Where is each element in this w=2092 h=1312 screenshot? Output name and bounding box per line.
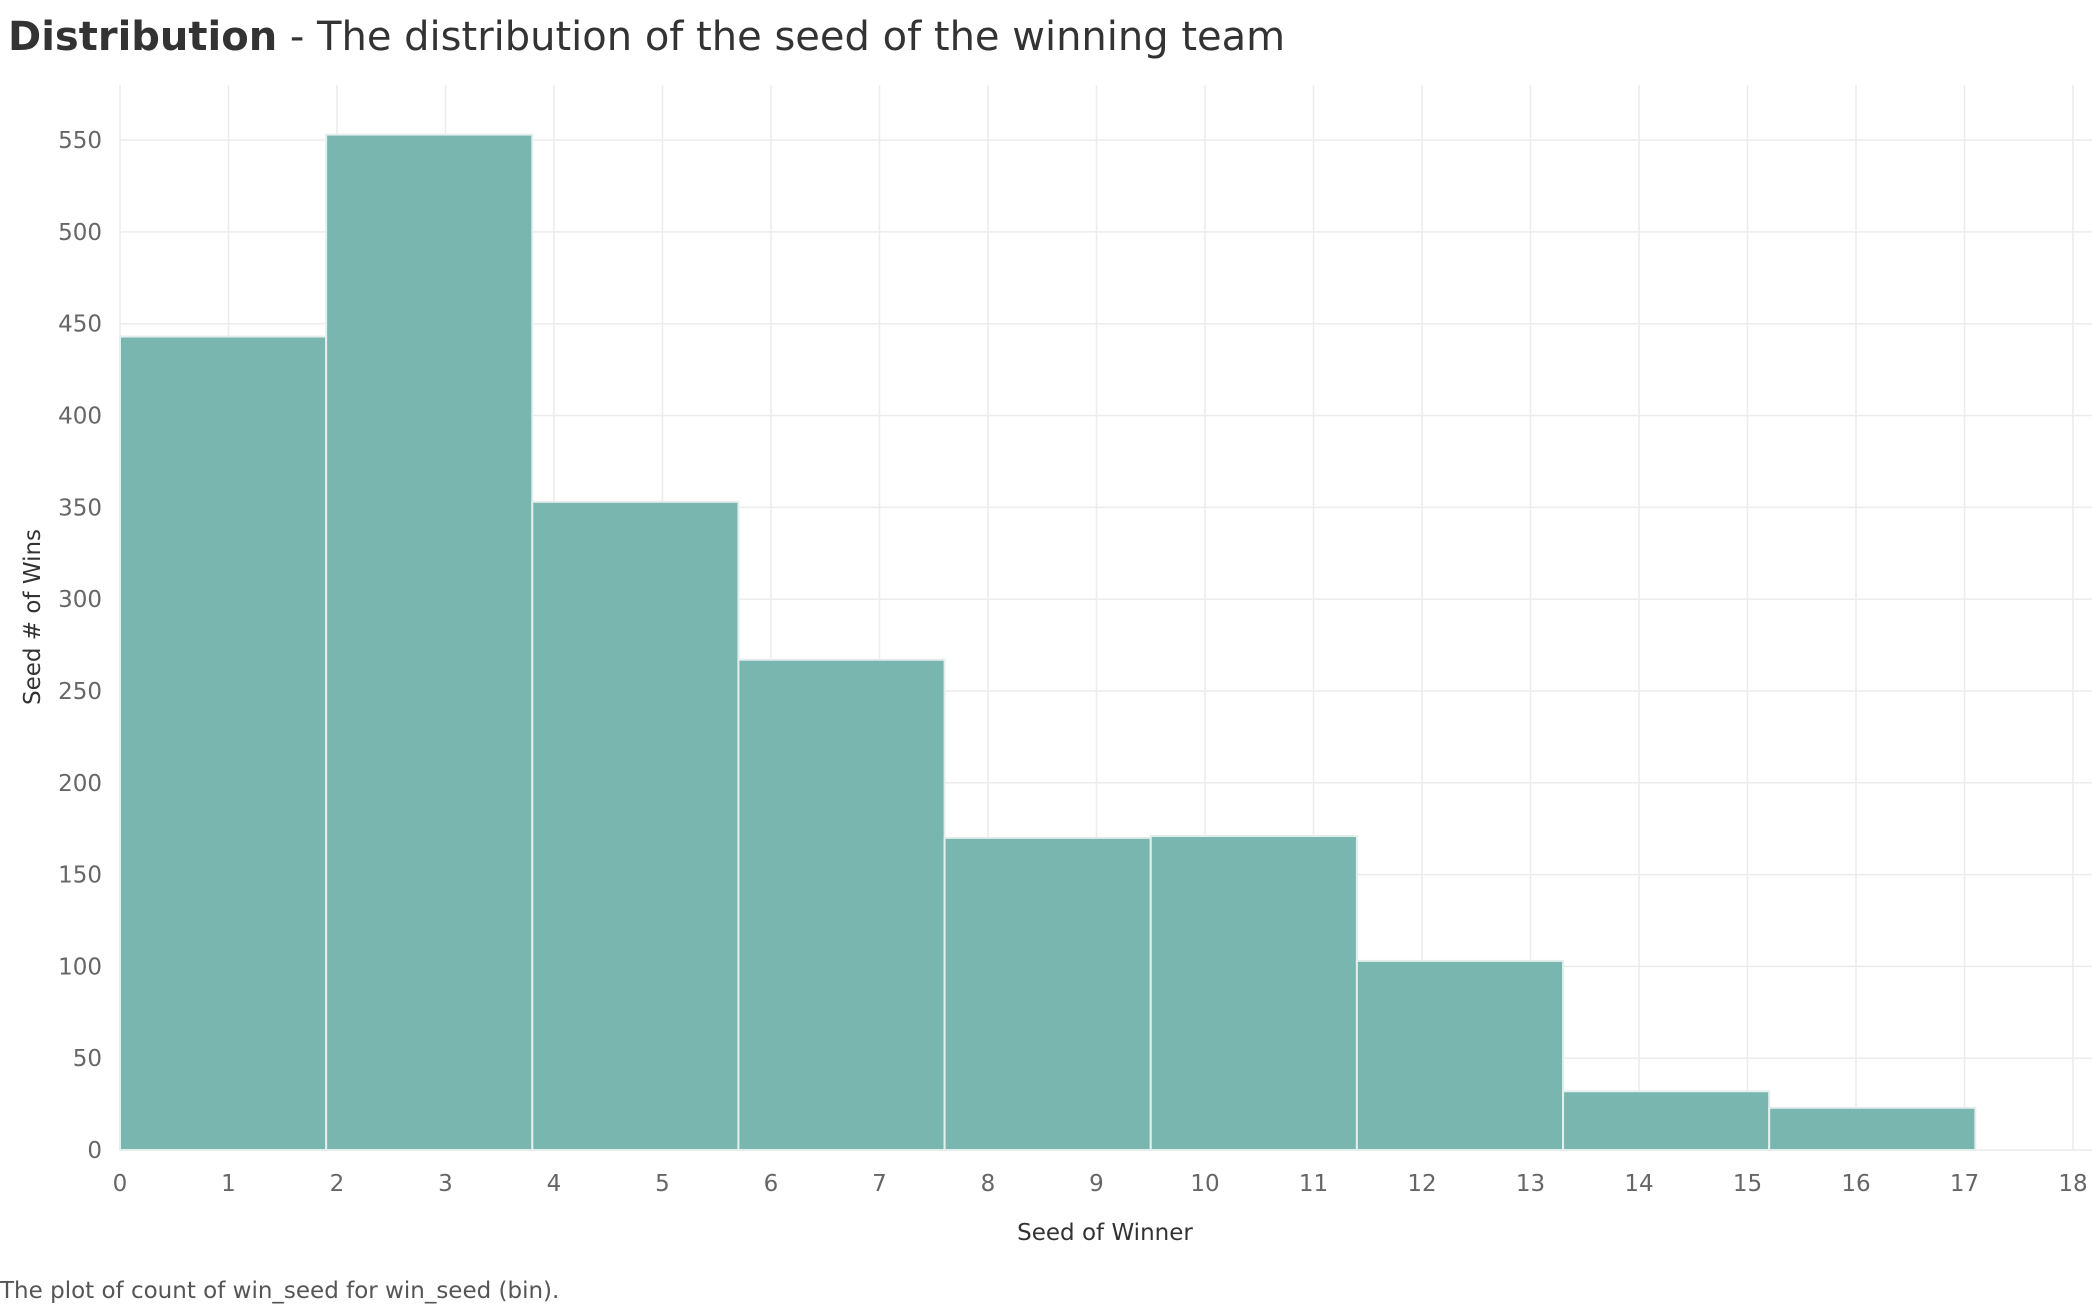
x-tick-label: 12 (1407, 1171, 1436, 1197)
y-tick-label: 50 (73, 1046, 102, 1072)
histogram-bar (1562, 1090, 1771, 1151)
histogram-bar (1355, 959, 1565, 1151)
histogram-bar (325, 133, 534, 1152)
x-tick-label: 11 (1299, 1171, 1328, 1197)
chart-caption: The plot of count of win_seed for win_se… (0, 1278, 560, 1304)
chart-title: Distribution - The distribution of the s… (8, 14, 1285, 60)
y-tick-labels: 0 50 100 150 200 250 300 350 400 450 500 550 (58, 128, 102, 1164)
y-tick-label: 550 (58, 128, 102, 154)
y-tick-label: 250 (58, 679, 102, 705)
x-tick-label: 13 (1516, 1171, 1545, 1197)
y-tick-label: 300 (58, 587, 102, 613)
y-tick-label: 200 (58, 771, 102, 797)
y-axis-label: Seed # of Wins (20, 529, 46, 705)
x-tick-label: 4 (547, 1171, 562, 1197)
x-tick-label: 1 (221, 1171, 236, 1197)
x-tick-label: 17 (1950, 1171, 1979, 1197)
x-tick-label: 3 (438, 1171, 453, 1197)
x-axis-label: Seed of Winner (1017, 1220, 1193, 1246)
histogram-bar (531, 500, 740, 1151)
x-tick-label: 18 (2058, 1171, 2087, 1197)
bars (119, 133, 1977, 1152)
chart-title-bold: Distribution (8, 14, 278, 60)
y-tick-label: 450 (58, 312, 102, 338)
x-tick-label: 5 (655, 1171, 670, 1197)
y-tick-label: 350 (58, 495, 102, 521)
y-tick-label: 100 (58, 954, 102, 980)
histogram-bar (943, 836, 1152, 1152)
x-tick-label: 7 (872, 1171, 887, 1197)
x-tick-label: 0 (113, 1171, 128, 1197)
histogram-bar (737, 658, 946, 1152)
x-tick-label: 14 (1624, 1171, 1653, 1197)
histogram-bar (119, 335, 328, 1151)
x-tick-label: 6 (764, 1171, 779, 1197)
x-tick-label: 15 (1733, 1171, 1762, 1197)
x-tick-label: 10 (1190, 1171, 1219, 1197)
x-tick-labels: 0 1 2 3 4 5 6 7 8 9 10 11 12 13 14 15 16 17 18 (113, 1171, 2088, 1197)
x-tick-label: 8 (981, 1171, 996, 1197)
x-tick-label: 2 (330, 1171, 345, 1197)
y-tick-label: 500 (58, 220, 102, 246)
x-tick-label: 9 (1089, 1171, 1104, 1197)
chart-title-rest: - The distribution of the seed of the wi… (277, 14, 1286, 60)
y-tick-label: 400 (58, 404, 102, 430)
histogram-bar (1149, 835, 1358, 1151)
y-tick-label: 0 (87, 1138, 102, 1164)
y-tick-label: 150 (58, 863, 102, 889)
histogram-bar (1768, 1106, 1977, 1151)
x-tick-label: 16 (1841, 1171, 1870, 1197)
